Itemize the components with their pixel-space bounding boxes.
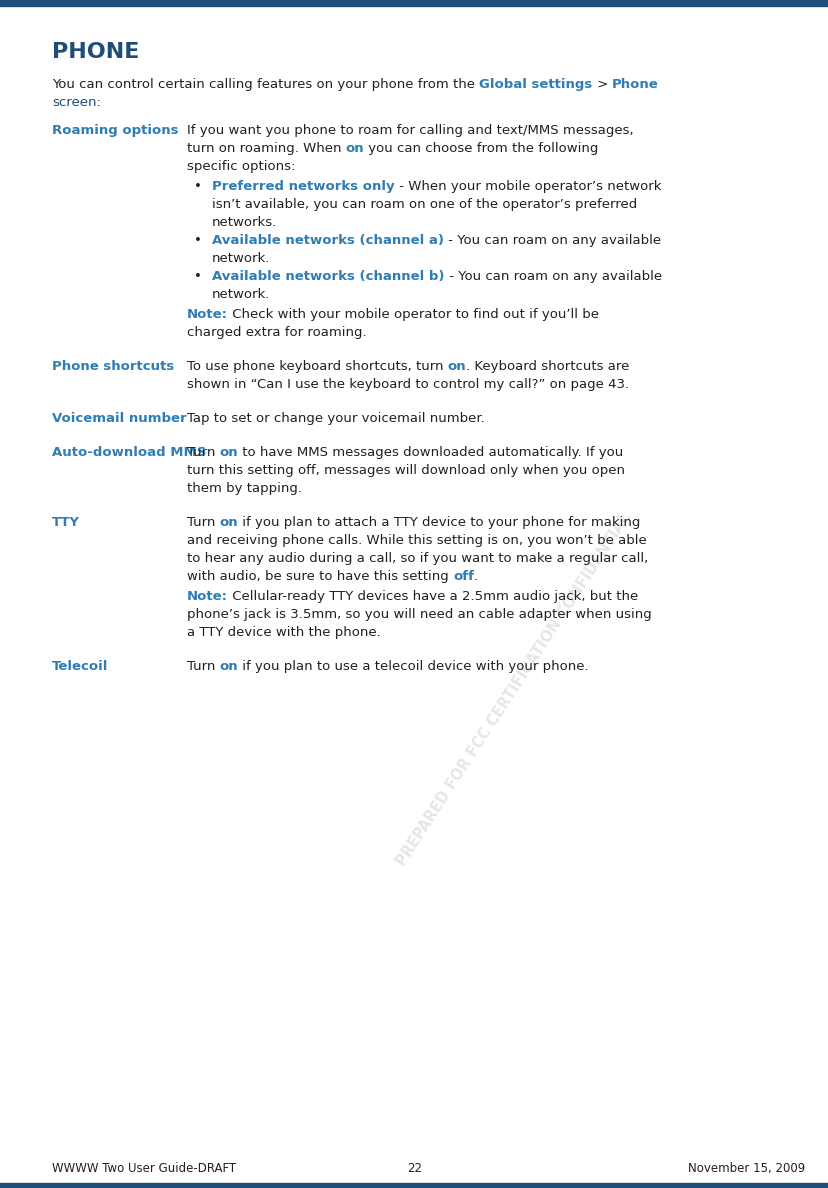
Text: network.: network. xyxy=(212,252,270,265)
Text: - When your mobile operator’s network: - When your mobile operator’s network xyxy=(394,181,660,194)
Text: a TTY device with the phone.: a TTY device with the phone. xyxy=(187,626,380,639)
Text: PHONE: PHONE xyxy=(52,42,139,62)
Text: 22: 22 xyxy=(407,1162,421,1175)
Bar xyxy=(0,1182,828,1188)
Text: Global settings: Global settings xyxy=(479,78,592,91)
Text: on: on xyxy=(219,446,238,459)
Text: off: off xyxy=(452,569,474,582)
Text: Tap to set or change your voicemail number.: Tap to set or change your voicemail numb… xyxy=(187,412,484,424)
Text: shown in “Can I use the keyboard to control my call?” on page 43.: shown in “Can I use the keyboard to cont… xyxy=(187,378,628,391)
Text: Telecoil: Telecoil xyxy=(52,661,108,674)
Text: Note:: Note: xyxy=(187,308,228,321)
Text: you can choose from the following: you can choose from the following xyxy=(364,141,598,154)
Text: Turn: Turn xyxy=(187,661,219,674)
Text: Voicemail number: Voicemail number xyxy=(52,412,186,424)
Text: Turn: Turn xyxy=(187,516,219,529)
Text: on: on xyxy=(447,360,466,373)
Text: Phone: Phone xyxy=(611,78,658,91)
Text: charged extra for roaming.: charged extra for roaming. xyxy=(187,326,366,339)
Text: networks.: networks. xyxy=(212,216,277,229)
Text: If you want you phone to roam for calling and text/MMS messages,: If you want you phone to roam for callin… xyxy=(187,124,633,137)
Text: WWWW Two User Guide-DRAFT: WWWW Two User Guide-DRAFT xyxy=(52,1162,236,1175)
Text: - You can roam on any available: - You can roam on any available xyxy=(444,270,661,283)
Text: specific options:: specific options: xyxy=(187,159,295,172)
Text: November 15, 2009: November 15, 2009 xyxy=(687,1162,804,1175)
Text: them by tapping.: them by tapping. xyxy=(187,481,301,494)
Text: - You can roam on any available: - You can roam on any available xyxy=(444,234,660,247)
Text: Available networks (channel a): Available networks (channel a) xyxy=(212,234,444,247)
Text: to hear any audio during a call, so if you want to make a regular call,: to hear any audio during a call, so if y… xyxy=(187,551,647,564)
Text: •: • xyxy=(194,270,202,283)
Text: on: on xyxy=(345,141,364,154)
Text: screen:: screen: xyxy=(52,96,101,109)
Text: isn’t available, you can roam on one of the operator’s preferred: isn’t available, you can roam on one of … xyxy=(212,198,637,211)
Bar xyxy=(0,0,828,6)
Text: turn on roaming. When: turn on roaming. When xyxy=(187,141,345,154)
Text: Check with your mobile operator to find out if you’ll be: Check with your mobile operator to find … xyxy=(228,308,599,321)
Text: on: on xyxy=(219,516,238,529)
Text: Preferred networks only: Preferred networks only xyxy=(212,181,394,194)
Text: You can control certain calling features on your phone from the: You can control certain calling features… xyxy=(52,78,479,91)
Text: Cellular-ready TTY devices have a 2.5mm audio jack, but the: Cellular-ready TTY devices have a 2.5mm … xyxy=(228,590,638,604)
Text: Phone shortcuts: Phone shortcuts xyxy=(52,360,174,373)
Text: Available networks (channel b): Available networks (channel b) xyxy=(212,270,444,283)
Text: >: > xyxy=(592,78,611,91)
Text: turn this setting off, messages will download only when you open: turn this setting off, messages will dow… xyxy=(187,463,624,476)
Text: phone’s jack is 3.5mm, so you will need an cable adapter when using: phone’s jack is 3.5mm, so you will need … xyxy=(187,608,651,621)
Text: with audio, be sure to have this setting: with audio, be sure to have this setting xyxy=(187,569,452,582)
Text: Note:: Note: xyxy=(187,590,228,604)
Text: PREPARED FOR FCC CERTIFICATION CONFIDENTIAL: PREPARED FOR FCC CERTIFICATION CONFIDENT… xyxy=(393,510,633,868)
Text: Roaming options: Roaming options xyxy=(52,124,178,137)
Text: .: . xyxy=(474,569,478,582)
Text: To use phone keyboard shortcuts, turn: To use phone keyboard shortcuts, turn xyxy=(187,360,447,373)
Text: . Keyboard shortcuts are: . Keyboard shortcuts are xyxy=(466,360,629,373)
Text: if you plan to use a telecoil device with your phone.: if you plan to use a telecoil device wit… xyxy=(238,661,588,674)
Text: and receiving phone calls. While this setting is on, you won’t be able: and receiving phone calls. While this se… xyxy=(187,533,646,546)
Text: if you plan to attach a TTY device to your phone for making: if you plan to attach a TTY device to yo… xyxy=(238,516,640,529)
Text: •: • xyxy=(194,234,202,247)
Text: to have MMS messages downloaded automatically. If you: to have MMS messages downloaded automati… xyxy=(238,446,623,459)
Text: Auto-download MMS: Auto-download MMS xyxy=(52,446,206,459)
Text: TTY: TTY xyxy=(52,516,80,529)
Text: on: on xyxy=(219,661,238,674)
Text: network.: network. xyxy=(212,287,270,301)
Text: Turn: Turn xyxy=(187,446,219,459)
Text: •: • xyxy=(194,181,202,194)
